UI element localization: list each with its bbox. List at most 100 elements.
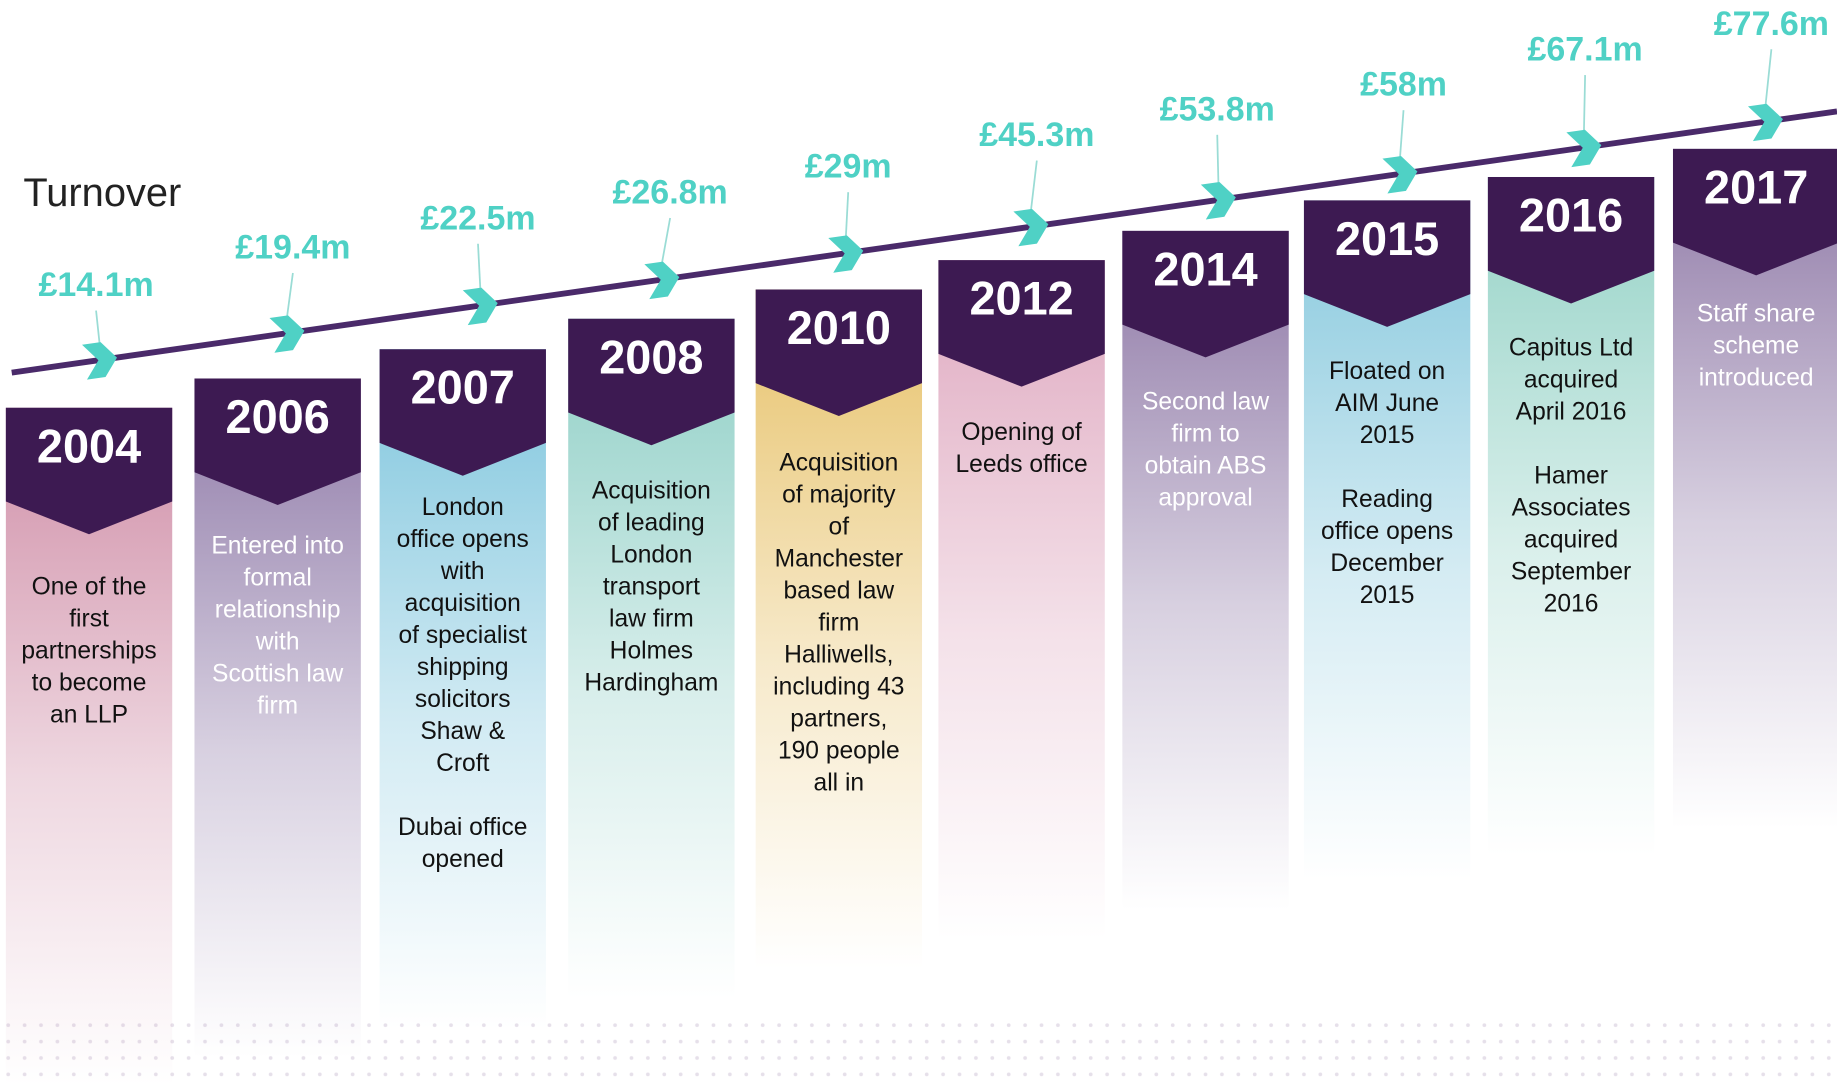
description-line: Reading [1341, 486, 1433, 513]
description-line: law firm [609, 606, 694, 633]
year-header [1122, 230, 1289, 358]
chevron [1200, 182, 1236, 220]
description-line: Holmes [610, 638, 693, 665]
description-line: acquired [1524, 527, 1618, 554]
description-line: 2016 [1544, 591, 1599, 618]
description-line: shipping [417, 654, 509, 681]
description-line: of leading [598, 510, 705, 537]
year-header [1672, 148, 1837, 276]
turnover: £58m [1360, 66, 1447, 104]
connector [1583, 75, 1586, 132]
description-line: firm [818, 609, 859, 636]
year-header [755, 289, 923, 416]
year-header [938, 260, 1105, 387]
description-line: Croft [436, 750, 489, 777]
connector [95, 310, 101, 344]
description-line: relationship [215, 597, 341, 624]
description-line: 190 people [778, 737, 900, 764]
chevron [828, 235, 864, 273]
description-line: Acquisition [779, 450, 898, 477]
description-line: of [829, 513, 850, 540]
year-header [379, 349, 546, 476]
description-line: Capitus Ltd [1509, 335, 1633, 362]
description-line: Associates [1512, 495, 1631, 522]
description-line: acquisition [405, 590, 521, 617]
chevron [644, 261, 680, 300]
description-line: Opening of [961, 419, 1081, 446]
chevron [1747, 103, 1783, 142]
description-line: Hardingham [584, 670, 718, 697]
connector [661, 217, 671, 264]
description-line: AIM June [1335, 390, 1439, 417]
year: 2004 [37, 420, 141, 472]
description-line: to become [32, 670, 147, 697]
year-header [5, 407, 173, 535]
description-line: solicitors [415, 686, 511, 713]
description-line: Entered into [211, 533, 344, 560]
year-header [1487, 176, 1655, 304]
connector [286, 272, 294, 317]
description-line: partners, [790, 705, 887, 732]
chevron [462, 287, 498, 326]
turnover: £19.4m [235, 229, 350, 267]
year-header [194, 378, 361, 506]
turnover: £53.8m [1160, 90, 1275, 128]
year: 2007 [411, 362, 515, 414]
description-line: partnerships [21, 638, 156, 665]
description-line: with [440, 558, 485, 585]
year-header [1303, 200, 1471, 327]
description-line: introduced [1699, 365, 1814, 392]
description-line: 2015 [1360, 582, 1415, 609]
description-line: with [255, 629, 300, 656]
turnover: £45.3m [979, 116, 1094, 154]
trend-line [11, 108, 1837, 376]
turnover: £22.5m [420, 199, 535, 237]
description-line: office opens [397, 526, 529, 553]
year: 2010 [787, 302, 891, 354]
description-line: Manchester [775, 545, 904, 572]
turnover: £67.1m [1528, 31, 1643, 69]
description-line: office opens [1321, 518, 1453, 545]
turnover: £26.8m [613, 174, 728, 212]
description-line: Leeds office [956, 451, 1088, 478]
description-line: Hamer [1534, 463, 1608, 490]
description-line: Scottish law [212, 661, 343, 688]
description-line: acquired [1524, 367, 1618, 394]
description-line: transport [603, 574, 700, 601]
description-line: Halliwells, [784, 641, 893, 668]
year-header [568, 318, 735, 446]
description-line: September [1511, 559, 1631, 586]
description-line: scheme [1713, 333, 1799, 360]
description-line: London [422, 494, 504, 521]
connector [1216, 134, 1220, 184]
description-line: of majority [782, 481, 896, 508]
description-line: Floated on [1329, 358, 1445, 385]
year: 2014 [1153, 243, 1257, 295]
description-line: 2015 [1360, 422, 1415, 449]
description-line: London [610, 542, 692, 569]
connector [1399, 110, 1405, 158]
description-line: of specialist [399, 622, 528, 649]
description-line: based law [783, 577, 894, 604]
connector [477, 243, 482, 290]
description-line: Dubai office [398, 814, 527, 841]
turnover: £77.6m [1714, 5, 1829, 43]
description-line: first [69, 606, 109, 633]
description-line: including 43 [773, 673, 904, 700]
turnover: £29m [805, 148, 892, 186]
description-line: opened [422, 846, 504, 873]
connector [1030, 160, 1038, 211]
description-line: obtain ABS [1145, 453, 1267, 480]
year: 2016 [1519, 190, 1623, 242]
year: 2015 [1335, 213, 1439, 265]
description-line: formal [243, 565, 311, 592]
chevron [1382, 156, 1418, 194]
description-line: Acquisition [592, 478, 711, 505]
description-line: Second law [1142, 389, 1269, 416]
description-line: Staff share [1697, 301, 1816, 328]
description-line: December [1330, 550, 1443, 577]
description-line: April 2016 [1516, 399, 1627, 426]
turnover: £14.1m [38, 266, 153, 304]
description-line: approval [1158, 485, 1252, 512]
